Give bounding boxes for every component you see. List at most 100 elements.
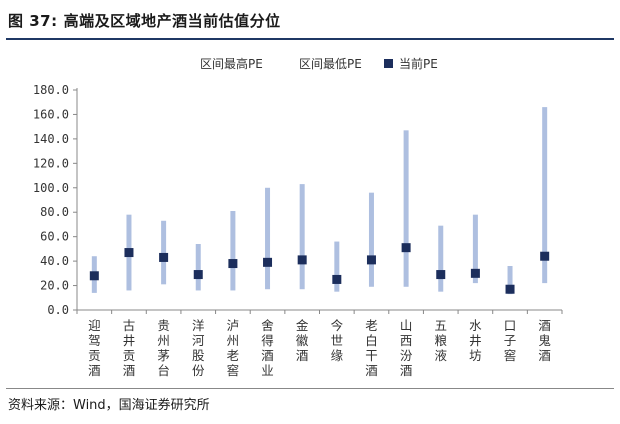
category-label-char: 老 [365, 318, 378, 333]
category-label-char: 五 [434, 318, 447, 333]
current-pe-marker [159, 252, 169, 262]
current-pe-marker [124, 248, 134, 258]
category-label-char: 鬼 [538, 333, 551, 348]
y-tick-label: 140.0 [33, 132, 69, 146]
current-pe-marker [366, 255, 376, 265]
current-pe-marker [89, 271, 99, 281]
category-label-char: 得 [261, 333, 274, 348]
y-tick-label: 120.0 [33, 156, 69, 170]
category-label-char: 井 [123, 333, 136, 348]
category-label-char: 今 [331, 318, 344, 333]
legend-max-label: 区间最高PE [200, 56, 263, 71]
range-bar [368, 192, 374, 287]
current-pe-marker [193, 270, 203, 280]
category-label-char: 世 [331, 333, 344, 348]
category-label-char: 贡 [123, 348, 136, 363]
legend-min-label: 区间最低PE [299, 57, 362, 71]
category-label-char: 酒 [538, 348, 551, 363]
category-label-char: 酒 [400, 363, 413, 378]
current-pe-marker [263, 257, 273, 267]
y-tick-label: 0.0 [47, 303, 69, 317]
current-pe-marker [540, 251, 550, 261]
current-pe-marker [228, 259, 238, 269]
range-bar [195, 244, 201, 291]
category-label-char: 老 [227, 348, 240, 363]
y-tick-label: 160.0 [33, 107, 69, 121]
category-label-char: 酒 [88, 363, 101, 378]
category-label-char: 泸 [227, 318, 240, 333]
figure-title-text: 高端及区域地产酒当前估值分位 [63, 12, 281, 30]
category-label-char: 贡 [88, 348, 101, 363]
figure-number: 图 37: [8, 12, 58, 30]
y-tick-label: 20.0 [40, 279, 69, 293]
category-label-char: 干 [365, 348, 378, 363]
x-axis-labels: 迎驾贡酒古井贡酒贵州茅台洋河股份泸州老窖舍得酒业金徽酒今世缘老白干酒山西汾酒五粮… [88, 318, 551, 378]
category-label-char: 州 [157, 333, 170, 348]
category-label-char: 口 [504, 318, 517, 333]
category-label-char: 汾 [400, 348, 413, 363]
category-label-char: 酒 [123, 363, 136, 378]
current-pe-marker [505, 284, 515, 294]
category-label-char: 坊 [469, 348, 482, 363]
source-note: 资料来源：Wind，国海证券研究所 [8, 398, 210, 413]
current-markers [89, 243, 550, 294]
category-label-char: 州 [227, 333, 240, 348]
range-bar [161, 220, 167, 285]
range-bar [230, 211, 236, 291]
current-pe-marker [401, 243, 411, 253]
category-label-char: 窖 [227, 363, 240, 378]
axes [76, 88, 563, 314]
range-bar [542, 107, 548, 284]
legend: 区间最高PE 区间最低PE 当前PE [183, 56, 438, 71]
y-tick-label: 40.0 [40, 254, 69, 268]
category-label-char: 水 [469, 318, 482, 333]
range-bar [438, 225, 444, 292]
range-bar [403, 130, 409, 287]
legend-current-label: 当前PE [399, 56, 438, 71]
category-label-char: 子 [504, 333, 517, 348]
category-label-char: 迎 [88, 318, 101, 333]
category-label-char: 份 [192, 363, 205, 378]
current-pe-marker [436, 270, 446, 280]
category-label-char: 河 [192, 333, 205, 348]
category-label-char: 粮 [434, 333, 447, 348]
pe-range-chart: 区间最高PE 区间最低PE 当前PE 180.0160.0140.0120.01… [33, 56, 563, 378]
range-bars [91, 107, 548, 295]
range-bar [334, 241, 340, 292]
category-label-char: 金 [296, 318, 309, 333]
category-label-char: 液 [434, 348, 447, 363]
category-label-char: 驾 [88, 333, 101, 348]
range-bar [507, 266, 513, 295]
category-label-char: 酒 [365, 363, 378, 378]
y-tick-label: 180.0 [33, 83, 69, 97]
current-pe-marker [470, 268, 480, 278]
category-label-char: 西 [400, 333, 413, 348]
category-label-char: 洋 [192, 318, 205, 333]
legend-min-swatch [283, 60, 292, 69]
figure-title: 图 37: 高端及区域地产酒当前估值分位 [8, 10, 281, 31]
range-bar [265, 187, 271, 290]
range-bar [472, 214, 478, 284]
category-label-char: 业 [261, 363, 274, 378]
legend-current-swatch [384, 59, 393, 68]
category-label-char: 缘 [331, 348, 344, 363]
y-tick-label: 60.0 [40, 230, 69, 244]
category-label-char: 古 [123, 318, 136, 333]
category-label-char: 白 [365, 333, 378, 348]
category-label-char: 酒 [261, 348, 274, 363]
category-label-char: 台 [157, 363, 170, 378]
category-label-char: 徽 [296, 333, 309, 348]
y-tick-label: 100.0 [33, 181, 69, 195]
y-axis-ticks: 180.0 160.0 140.0 120.0 100.0 80.0 60.0 40.0 20.… [33, 83, 77, 317]
bottom-divider [6, 388, 614, 389]
category-label-char: 舍 [261, 318, 274, 333]
title-divider [6, 38, 614, 40]
legend-max-swatch [183, 60, 192, 69]
y-tick-label: 80.0 [40, 205, 69, 219]
current-pe-marker [332, 274, 342, 284]
category-label-char: 酒 [538, 318, 551, 333]
category-label-char: 茅 [157, 348, 170, 363]
category-label-char: 股 [192, 348, 205, 363]
category-label-char: 山 [400, 318, 413, 333]
category-label-char: 窖 [504, 348, 517, 363]
